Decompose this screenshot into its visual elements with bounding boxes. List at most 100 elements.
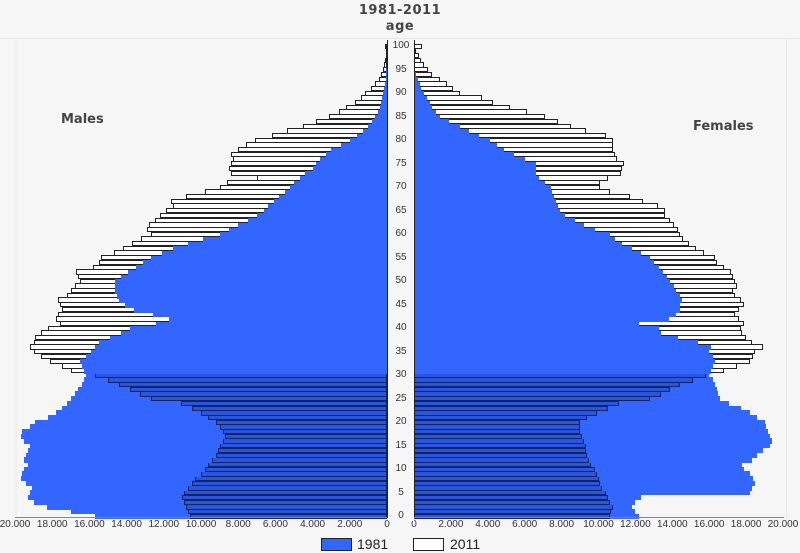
x-tick-label-right: 16.000: [693, 519, 725, 530]
age-tick-label: 40: [388, 323, 414, 333]
bar-female-1981: [414, 359, 715, 365]
bar-male-1981: [340, 142, 387, 149]
bar-female-1981: [414, 433, 771, 440]
x-tick-label-left: 2.000: [337, 519, 363, 530]
bar-male-1981: [273, 199, 387, 205]
bar-male-1981: [316, 161, 387, 167]
female-x-axis-line: [414, 517, 784, 518]
bar-female-2011: [414, 490, 606, 496]
bar-female-1981: [414, 340, 699, 346]
age-tick-label: 60: [388, 229, 414, 239]
bar-male-1981: [130, 326, 387, 332]
bar-male-2011: [182, 494, 387, 501]
bar-male-1981: [383, 91, 387, 97]
bar-male-1981: [382, 95, 387, 102]
bar-male-2011: [385, 43, 388, 49]
bar-male-1981: [24, 438, 387, 444]
x-tick-label-left: 16.000: [74, 519, 105, 530]
bar-male-2011: [187, 485, 387, 491]
x-tick-label-right: 2.000: [438, 519, 464, 530]
bar-female-1981: [414, 274, 667, 280]
bar-male-2011: [217, 447, 387, 454]
bar-female-2011: [414, 71, 433, 78]
bar-female-1981: [414, 447, 763, 454]
bar-female-1981: [414, 419, 765, 425]
age-tick-label: 65: [388, 205, 414, 216]
bar-male-1981: [28, 447, 387, 454]
bar-male-1981: [135, 265, 387, 271]
bar-female-1981: [414, 138, 490, 144]
bar-female-2011: [414, 471, 597, 477]
bar-female-1981: [414, 152, 514, 158]
bar-male-1981: [109, 335, 387, 341]
bar-male-1981: [152, 312, 387, 318]
bar-female-2011: [414, 504, 614, 510]
x-tick-label-left: 12.000: [148, 519, 180, 530]
plot-left-border: [15, 38, 17, 518]
bar-female-1981: [414, 86, 422, 92]
x-tick-label-right: 6.000: [512, 519, 538, 530]
age-tick-label: 70: [388, 182, 414, 192]
bar-male-1981: [386, 67, 387, 73]
bar-male-2011: [139, 391, 387, 397]
bar-female-1981: [414, 81, 420, 88]
x-tick-label-left: 20.000: [0, 519, 31, 530]
bar-female-1981: [414, 326, 660, 332]
bar-male-1981: [385, 77, 387, 83]
bar-male-1981: [98, 340, 387, 346]
bar-female-2011: [414, 414, 588, 421]
bar-male-1981: [128, 269, 387, 276]
bar-male-1981: [35, 419, 387, 425]
bar-male-1981: [28, 461, 387, 468]
bar-male-1981: [374, 114, 387, 120]
x-tick-label-left: 8.000: [225, 519, 251, 530]
bar-female-1981: [414, 199, 557, 205]
bar-female-1981: [414, 265, 660, 271]
bar-female-2011: [414, 396, 651, 402]
bar-female-2011: [414, 433, 582, 440]
bar-male-1981: [115, 283, 387, 290]
bar-male-1981: [29, 443, 387, 449]
bar-female-2011: [414, 377, 693, 383]
bar-male-1981: [368, 124, 387, 130]
x-tick-label-right: 18.000: [730, 519, 762, 530]
bar-female-2011: [414, 405, 608, 411]
bar-female-1981: [414, 307, 680, 313]
bar-male-1981: [169, 316, 387, 323]
bar-male-1981: [385, 72, 387, 78]
bar-female-1981: [414, 213, 566, 219]
bar-female-1981: [414, 302, 680, 308]
age-tick-label: 0: [388, 511, 414, 521]
bar-male-1981: [121, 330, 387, 337]
bar-male-1981: [384, 86, 387, 92]
bar-female-2011: [414, 461, 592, 468]
bar-female-2011: [414, 447, 586, 454]
bar-female-1981: [414, 321, 640, 327]
bar-male-1981: [202, 236, 387, 243]
plot-top-border: [0, 38, 800, 39]
bar-female-1981: [414, 255, 651, 261]
bar-male-2011: [223, 438, 387, 444]
bar-female-1981: [414, 288, 676, 294]
bar-male-1981: [264, 208, 387, 214]
x-tick-label-left: 0: [384, 519, 390, 530]
bar-female-1981: [414, 335, 678, 341]
bar-female-2011: [414, 466, 595, 472]
bar-male-1981: [83, 368, 387, 374]
bar-male-1981: [372, 119, 387, 125]
bar-male-1981: [325, 152, 387, 158]
bar-female-1981: [414, 443, 771, 449]
bar-female-1981: [414, 109, 437, 116]
x-tick-label-right: 12.000: [620, 519, 651, 530]
bar-female-1981: [414, 368, 712, 374]
bar-female-2011: [414, 382, 680, 388]
bar-female-1981: [414, 241, 623, 247]
bar-male-1981: [156, 321, 387, 327]
age-tick-label: 90: [388, 88, 414, 98]
bar-female-1981: [414, 429, 769, 435]
bar-male-2011: [191, 405, 387, 411]
x-tick-label-left: 18.000: [36, 519, 68, 530]
bar-male-1981: [379, 105, 387, 111]
bar-female-2011: [414, 429, 581, 435]
bar-female-1981: [414, 91, 425, 97]
